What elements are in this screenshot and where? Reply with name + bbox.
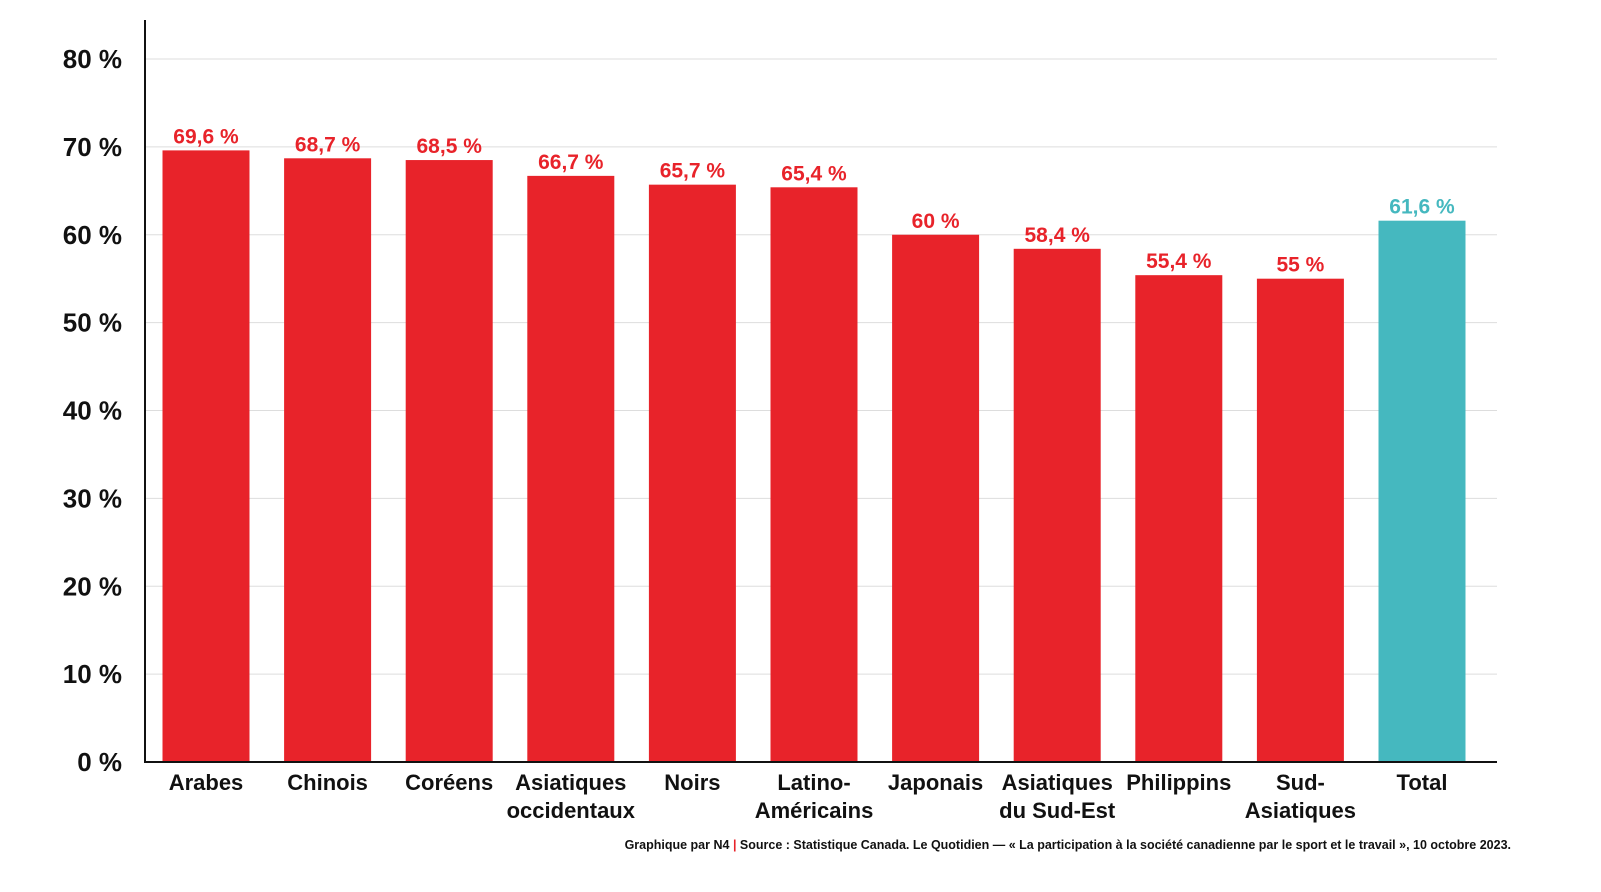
category-label-line: Asiatiques [1245, 798, 1356, 823]
category-label: Asiatiques occidentaux [507, 770, 636, 823]
bar [1378, 220, 1466, 762]
category-label: Sud- Asiatiques [1245, 770, 1356, 823]
bar [284, 158, 372, 762]
y-tick-label: 0 % [77, 747, 122, 777]
bar [405, 160, 493, 762]
category-label: Arabes [169, 770, 244, 795]
bar [162, 150, 250, 762]
y-tick-label: 50 % [63, 308, 122, 338]
data-label: 61,6 % [1389, 196, 1455, 219]
bar [648, 184, 736, 762]
category-labels: Arabes Chinois Coréens Asiatiques occidentau… [169, 770, 1448, 823]
data-label: 68,5 % [417, 135, 483, 158]
data-label: 66,7 % [538, 151, 604, 174]
category-label-line: Sud- [1276, 770, 1325, 795]
category-label-line: Japonais [888, 770, 983, 795]
bar [1135, 275, 1223, 762]
y-tick-label: 60 % [63, 220, 122, 250]
data-label: 65,4 % [781, 162, 847, 185]
y-tick-label: 30 % [63, 483, 122, 513]
data-label: 58,4 % [1025, 224, 1091, 247]
category-label-line: Philippins [1126, 770, 1231, 795]
category-label-line: Coréens [405, 770, 493, 795]
data-label: 55 % [1276, 254, 1324, 277]
category-label: Total [1397, 770, 1448, 795]
bar [770, 187, 858, 763]
separator: | [732, 838, 737, 852]
source-note: Graphique par N4 | Source : Statistique … [625, 838, 1511, 852]
category-label: Asiatiques du Sud-Est [999, 770, 1116, 823]
category-label-line: Arabes [169, 770, 244, 795]
category-label: Philippins [1126, 770, 1231, 795]
category-label-line: occidentaux [507, 798, 636, 823]
bar [527, 175, 615, 762]
bars [162, 150, 1466, 763]
category-label: Latino- Américains [755, 770, 874, 823]
data-label: 55,4 % [1146, 250, 1212, 273]
source-text: Source : Statistique Canada. Le Quotidie… [739, 838, 1511, 852]
data-label: 65,7 % [660, 160, 726, 183]
y-tick-label: 40 % [63, 396, 122, 426]
category-label-line: Américains [755, 798, 874, 823]
y-tick-label: 80 % [63, 44, 122, 74]
y-tick-label: 20 % [63, 571, 122, 601]
bar [1256, 278, 1344, 762]
category-label-line: Noirs [664, 770, 720, 795]
bar [892, 234, 980, 762]
y-tick-labels: 0 % 10 % 20 % 30 % 40 % 50 % 60 % 70 % 80 % [63, 44, 122, 777]
category-label: Noirs [664, 770, 720, 795]
data-label: 60 % [912, 210, 960, 233]
category-label-line: Latino- [777, 770, 850, 795]
category-label-line: Total [1397, 770, 1448, 795]
axes [144, 20, 1497, 763]
category-label: Chinois [287, 770, 368, 795]
category-label-line: Chinois [287, 770, 368, 795]
y-tick-label: 10 % [63, 659, 122, 689]
category-label: Coréens [405, 770, 493, 795]
category-label-line: Asiatiques [1002, 770, 1113, 795]
bar [1013, 248, 1101, 762]
value-labels: 69,6 % 68,7 % 68,5 % 66,7 % 65,7 % 65,4 % 60 %… [173, 125, 1455, 276]
credit-text: Graphique par N4 [624, 838, 730, 852]
y-tick-label: 70 % [63, 132, 122, 162]
category-label: Japonais [888, 770, 983, 795]
category-label-line: du Sud-Est [999, 798, 1116, 823]
category-label-line: Asiatiques [515, 770, 626, 795]
data-label: 68,7 % [295, 133, 361, 156]
data-label: 69,6 % [173, 125, 239, 148]
